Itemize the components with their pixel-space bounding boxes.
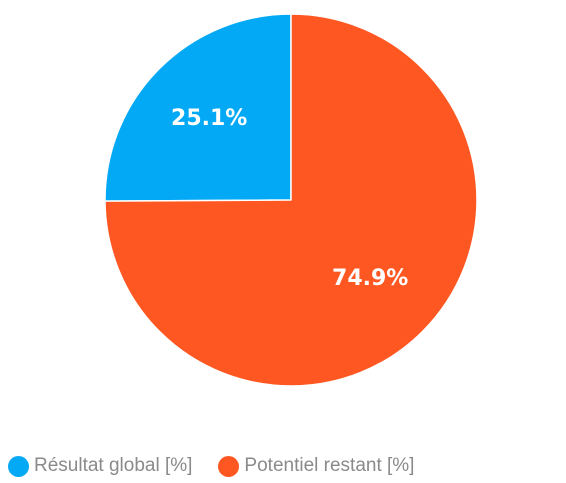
pie-slice-label-1: 25.1% (171, 106, 247, 131)
legend-item-2[interactable]: Potentiel restant [%] (218, 455, 414, 477)
legend-item-1[interactable]: Résultat global [%] (8, 455, 192, 477)
pie-slice-label-2: 74.9% (332, 266, 408, 291)
pie-labels: 25.1% 74.9% (171, 106, 408, 291)
pie-slice-2 (104, 13, 478, 387)
legend-label-2: Potentiel restant [%] (244, 455, 415, 476)
legend-label-1: Résultat global [%] (34, 455, 193, 476)
legend: Résultat global [%] Potentiel restant [%] (8, 451, 414, 481)
legend-swatch-1 (8, 455, 29, 477)
pie-slice-1 (104, 13, 292, 202)
legend-swatch-2 (218, 455, 240, 477)
pie-slices (104, 13, 478, 387)
